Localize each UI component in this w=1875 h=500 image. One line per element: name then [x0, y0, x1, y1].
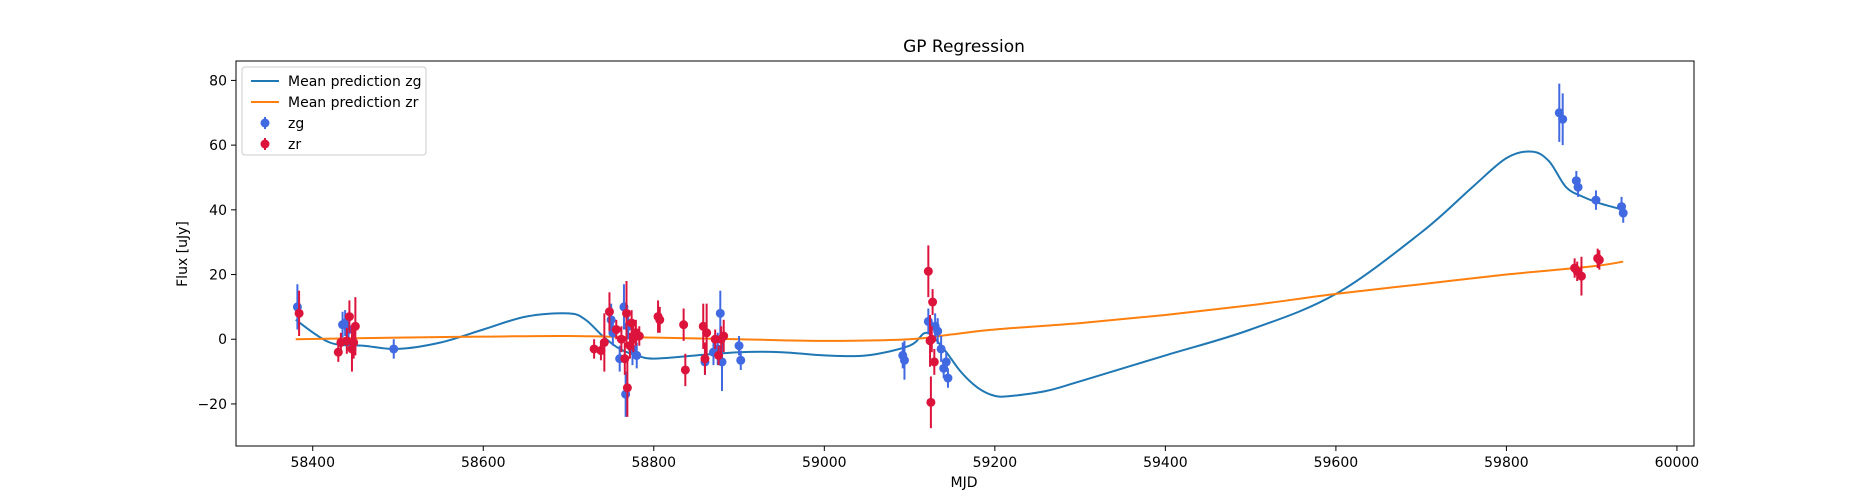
legend-marker-swatch	[260, 139, 270, 149]
data-point	[736, 355, 746, 365]
data-point	[702, 328, 712, 338]
data-point	[632, 350, 642, 360]
x-tick-label: 59800	[1484, 455, 1529, 471]
x-tick-label: 60000	[1655, 455, 1700, 471]
data-point	[606, 315, 616, 325]
data-point	[923, 266, 933, 276]
x-tick-label: 58600	[461, 455, 506, 471]
y-axis: −20 0 20 40 60 80	[197, 73, 236, 413]
data-point	[589, 344, 599, 354]
x-axis: 58400 58600 58800 59000 59200 59400 59600 59800…	[290, 446, 1699, 471]
data-point	[1573, 182, 1583, 192]
data-point	[1558, 114, 1568, 124]
data-point	[700, 354, 710, 364]
y-tick-label: 60	[209, 138, 227, 154]
legend-label: Mean prediction zr	[288, 95, 419, 111]
x-tick-label: 59600	[1314, 455, 1359, 471]
data-point	[1618, 208, 1628, 218]
data-point	[1591, 195, 1601, 205]
data-point	[927, 334, 937, 344]
legend-marker-swatch	[260, 118, 270, 128]
legend-box	[241, 66, 427, 156]
data-point	[1594, 255, 1604, 265]
data-point	[342, 336, 352, 346]
axes-frame	[235, 60, 1695, 447]
data-point	[622, 383, 632, 393]
data-point	[1576, 271, 1586, 281]
data-point	[936, 344, 946, 354]
data-point	[941, 357, 951, 367]
data-point	[715, 308, 725, 318]
data-point	[734, 341, 744, 351]
x-axis-label: MJD	[951, 475, 978, 491]
x-tick-label: 59400	[1143, 455, 1188, 471]
plot-area	[292, 83, 1628, 429]
data-point	[596, 346, 606, 356]
data-point	[349, 337, 359, 347]
data-point	[604, 307, 614, 317]
legend-label: zg	[288, 116, 304, 132]
series-line-mean-prediction-zr	[295, 260, 1624, 342]
data-point	[627, 318, 637, 328]
data-point	[899, 355, 909, 365]
x-tick-label: 58800	[632, 455, 677, 471]
data-point	[943, 373, 953, 383]
x-tick-label: 58400	[290, 455, 335, 471]
legend-label: zr	[288, 137, 301, 153]
chart-title: GP Regression	[903, 37, 1025, 57]
x-tick-label: 59000	[802, 455, 847, 471]
data-point	[933, 326, 943, 336]
data-point	[926, 397, 936, 407]
data-point	[294, 308, 304, 318]
y-tick-label: 20	[209, 268, 227, 284]
data-point	[655, 315, 665, 325]
data-point	[928, 297, 938, 307]
data-point	[719, 331, 729, 341]
y-axis-label: Flux [uJy]	[175, 221, 191, 287]
data-point	[350, 321, 360, 331]
data-point	[611, 325, 621, 335]
data-point	[634, 331, 644, 341]
y-tick-label: 80	[209, 73, 227, 89]
legend: Mean prediction zg Mean prediction zr zg zr	[241, 66, 427, 156]
data-point	[599, 337, 609, 347]
x-tick-label: 59200	[973, 455, 1018, 471]
data-point	[680, 365, 690, 375]
y-tick-label: −20	[197, 397, 227, 413]
data-point	[616, 334, 626, 344]
y-tick-label: 0	[218, 332, 227, 348]
data-point	[679, 320, 689, 330]
data-point	[929, 357, 939, 367]
legend-label: Mean prediction zg	[288, 74, 422, 90]
data-point	[389, 344, 399, 354]
y-tick-label: 40	[209, 203, 227, 219]
series-points-zr	[294, 245, 1604, 429]
data-point	[344, 312, 354, 322]
data-point	[714, 350, 724, 360]
data-point	[622, 308, 632, 318]
